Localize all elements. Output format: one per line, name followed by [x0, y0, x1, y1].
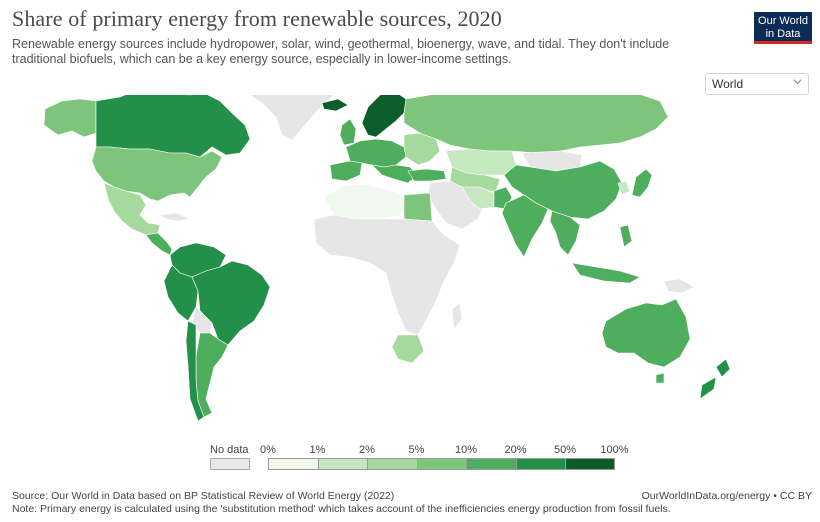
footer-source: Source: Our World in Data based on BP St… — [12, 490, 671, 516]
legend-bin-4[interactable] — [466, 458, 516, 470]
chevron-down-icon — [793, 79, 802, 85]
legend-no-data-swatch — [210, 458, 250, 470]
legend-bin-5[interactable] — [515, 458, 565, 470]
footer-credit[interactable]: OurWorldInData.org/energy • CC BY — [641, 490, 812, 502]
legend-tick-label: 5% — [408, 444, 425, 456]
legend-bin-0[interactable] — [268, 458, 318, 470]
country-india[interactable] — [501, 194, 549, 258]
legend-no-data-label: No data — [210, 444, 249, 456]
country-iceland[interactable] — [321, 98, 349, 112]
country-japan[interactable] — [631, 168, 653, 198]
country-egypt[interactable] — [403, 192, 433, 222]
country-australia-tasmania[interactable] — [655, 372, 665, 384]
country-usa-alaska[interactable] — [43, 98, 97, 138]
legend-bin-1[interactable] — [317, 458, 367, 470]
country-brazil[interactable] — [191, 260, 271, 346]
country-indonesia[interactable] — [571, 262, 641, 284]
country-new-zealand[interactable] — [699, 358, 731, 400]
country-argentina[interactable] — [195, 332, 229, 418]
country-russia[interactable] — [403, 95, 669, 154]
legend-tick-label: 2% — [359, 444, 375, 456]
country-usa[interactable] — [91, 146, 223, 202]
country-china[interactable] — [503, 160, 623, 220]
country-turkey[interactable] — [407, 168, 447, 182]
country-south-africa[interactable] — [391, 334, 425, 364]
chart-title: Share of primary energy from renewable s… — [12, 6, 502, 31]
country-greenland[interactable] — [245, 95, 338, 141]
legend-tick-label: 1% — [309, 444, 326, 456]
legend-tick-label: 10% — [454, 444, 478, 456]
world-map — [43, 95, 731, 422]
owid-logo[interactable]: Our World in Data — [754, 12, 812, 44]
country-australia[interactable] — [601, 298, 691, 368]
region-selector-value: World — [712, 77, 744, 91]
logo-line-1: Our World — [758, 15, 808, 27]
chart-subtitle: Renewable energy sources include hydropo… — [12, 37, 670, 66]
legend-tick-label: 50% — [553, 444, 577, 456]
country-philippines[interactable] — [619, 224, 633, 248]
legend-bin-2[interactable] — [367, 458, 417, 470]
legend-tick-label: 100% — [600, 444, 629, 456]
country-mexico[interactable] — [103, 182, 161, 236]
legend-tick-label: 0% — [260, 444, 276, 456]
country-cuba[interactable] — [159, 212, 192, 222]
region-north-africa[interactable] — [323, 184, 405, 220]
country-chile[interactable] — [185, 320, 205, 422]
country-madagascar[interactable] — [451, 302, 463, 330]
region-southeast-asia[interactable] — [549, 210, 581, 256]
country-spain-portugal[interactable] — [329, 160, 363, 182]
country-scandinavia[interactable] — [361, 95, 407, 138]
logo-line-2: in Data — [765, 28, 801, 40]
country-peru[interactable] — [163, 264, 199, 322]
country-papua-new-guinea[interactable] — [663, 278, 695, 294]
country-korea[interactable] — [617, 180, 631, 196]
region-sub-saharan-africa[interactable] — [313, 214, 461, 336]
region-selector[interactable]: World — [705, 73, 809, 95]
legend-bin-3[interactable] — [416, 458, 466, 470]
legend-tick-label: 20% — [504, 444, 527, 456]
region-central-america[interactable] — [145, 232, 173, 256]
note-text: Note: Primary energy is calculated using… — [12, 503, 671, 515]
source-text: Source: Our World in Data based on BP St… — [12, 490, 395, 502]
country-uk[interactable] — [339, 118, 357, 146]
legend-bin-6[interactable] — [565, 458, 615, 470]
